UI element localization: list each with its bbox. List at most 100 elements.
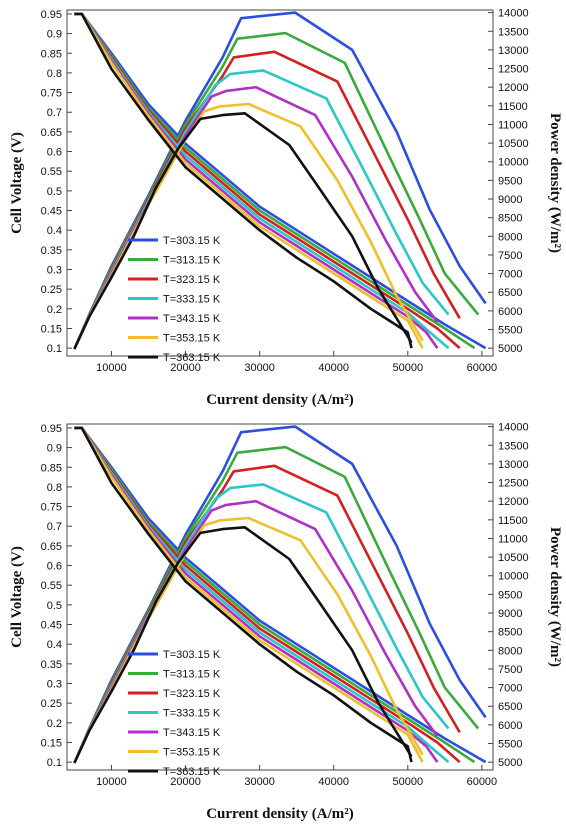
y-right-tick-label: 6500 (498, 701, 522, 713)
x-tick-label: 40000 (318, 362, 349, 374)
y-right-tick-label: 8500 (498, 627, 522, 639)
y-right-tick-label: 10000 (498, 157, 529, 169)
y-left-tick-label: 0.35 (41, 245, 62, 257)
y-right-tick-label: 13000 (498, 459, 529, 471)
y-right-tick-label: 13500 (498, 26, 529, 38)
y-left-tick-label: 0.7 (47, 107, 62, 119)
y-right-tick-label: 5500 (498, 739, 522, 751)
legend-label: T=303.15 K (163, 649, 221, 661)
y-right-tick-label: 7000 (498, 683, 522, 695)
x-tick-label: 20000 (170, 776, 201, 788)
power-line-31315 (73, 445, 480, 764)
x-axis-label: Current density (A/m²) (206, 392, 354, 408)
y-right-axis-label: Power density (W/m²) (547, 113, 563, 253)
y-left-tick-label: 0.3 (47, 265, 62, 277)
y-right-tick-label: 6500 (498, 287, 522, 299)
x-tick-label: 30000 (244, 362, 275, 374)
y-right-tick-label: 5500 (498, 325, 522, 337)
power-line-36315 (73, 112, 413, 350)
x-tick-label: 10000 (96, 776, 127, 788)
plot-frame (66, 9, 494, 357)
y-left-tick-label: 0.2 (47, 718, 62, 730)
y-left-tick-label: 0.25 (41, 698, 62, 710)
legend: T=303.15 K T=313.15 K T=323.15 K T=333.15 K… (128, 649, 221, 778)
y-left-tick-label: 0.95 (41, 9, 62, 21)
y-left-tick-label: 0.65 (41, 541, 62, 553)
legend-label: T=313.15 K (163, 255, 221, 267)
y-right-tick-label: 6000 (498, 720, 522, 732)
y-right-tick-label: 9000 (498, 194, 522, 206)
y-left-tick-label: 0.65 (41, 127, 62, 139)
x-tick-label: 50000 (393, 776, 424, 788)
y-right-tick-label: 7000 (498, 269, 522, 281)
y-right-tick-label: 9500 (498, 175, 522, 187)
x-tick-label: 20000 (170, 362, 201, 374)
voltage-line-35315 (74, 426, 424, 763)
legend-label: T=303.15 K (163, 235, 221, 247)
y-left-tick-label: 0.75 (41, 88, 62, 100)
y-right-axis-label: Power density (W/m²) (547, 527, 563, 667)
legend-label: T=363.15 K (163, 352, 221, 364)
y-right-tick-label: 12000 (498, 82, 529, 94)
y-left-tick-label: 0.85 (41, 48, 62, 60)
y-right-tick-label: 9000 (498, 608, 522, 620)
y-right-tick-label: 10000 (498, 571, 529, 583)
y-left-tick-label: 0.6 (47, 147, 62, 159)
y-left-tick-label: 0.3 (47, 679, 62, 691)
power-line-35315 (73, 102, 424, 350)
x-tick-label: 60000 (467, 362, 498, 374)
plot-frame (66, 423, 494, 771)
y-left-tick-label: 0.6 (47, 561, 62, 573)
y-left-tick-label: 0.1 (47, 757, 62, 769)
y-left-tick-label: 0.45 (41, 620, 62, 632)
x-tick-label: 40000 (318, 776, 349, 788)
y-left-tick-label: 0.95 (41, 423, 62, 435)
voltage-line-35315 (74, 12, 424, 349)
y-right-tick-label: 7500 (498, 664, 522, 676)
y-right-tick-label: 7500 (498, 250, 522, 262)
power-line-31315 (73, 31, 480, 350)
y-left-tick-label: 0.85 (41, 462, 62, 474)
power-line-36315 (73, 526, 413, 764)
y-left-tick-label: 0.15 (41, 737, 62, 749)
y-right-tick-label: 13500 (498, 440, 529, 452)
y-right-tick-label: 12500 (498, 478, 529, 490)
y-left-tick-label: 0.8 (47, 68, 62, 80)
y-right-tick-label: 11500 (498, 101, 528, 113)
y-left-tick-label: 0.8 (47, 482, 62, 494)
chart-top: 10000 20000 30000 40000 50000 60000 0.1 0.15 0.2… (9, 8, 563, 408)
x-tick-label: 10000 (96, 362, 127, 374)
x-tick-label: 30000 (244, 776, 275, 788)
legend-label: T=313.15 K (163, 669, 221, 681)
y-left-tick-label: 0.15 (41, 323, 62, 335)
y-right-tick-label: 5000 (498, 757, 522, 769)
y-right-tick-label: 8000 (498, 231, 522, 243)
legend-label: T=343.15 K (163, 313, 221, 325)
y-left-axis-label: Cell Voltage (V) (9, 546, 25, 648)
legend-label: T=323.15 K (163, 688, 221, 700)
power-line-35315 (73, 516, 424, 764)
y-left-tick-label: 0.9 (47, 443, 62, 455)
x-tick-label: 50000 (393, 362, 424, 374)
y-left-tick-label: 0.35 (41, 659, 62, 671)
legend-label: T=333.15 K (163, 708, 221, 720)
y-right-tick-label: 11000 (498, 119, 528, 131)
y-right-tick-label: 13000 (498, 45, 529, 57)
legend-label: T=323.15 K (163, 274, 221, 286)
y-left-tick-label: 0.5 (47, 600, 62, 612)
y-right-tick-label: 8000 (498, 645, 522, 657)
y-left-tick-label: 0.45 (41, 206, 62, 218)
y-right-tick-label: 10500 (498, 138, 529, 150)
y-left-tick-label: 0.9 (47, 29, 62, 41)
voltage-line-36315 (74, 12, 413, 349)
y-left-tick-label: 0.4 (47, 639, 62, 651)
y-right-tick-label: 10500 (498, 552, 529, 564)
y-right-tick-label: 12500 (498, 64, 529, 76)
y-left-tick-label: 0.4 (47, 225, 62, 237)
y-left-tick-label: 0.7 (47, 521, 62, 533)
legend: T=303.15 K T=313.15 K T=323.15 K T=333.15 K… (128, 235, 221, 364)
voltage-line-36315 (74, 426, 413, 763)
y-right-tick-label: 12000 (498, 496, 529, 508)
legend-label: T=343.15 K (163, 727, 221, 739)
y-left-tick-label: 0.1 (47, 343, 62, 355)
